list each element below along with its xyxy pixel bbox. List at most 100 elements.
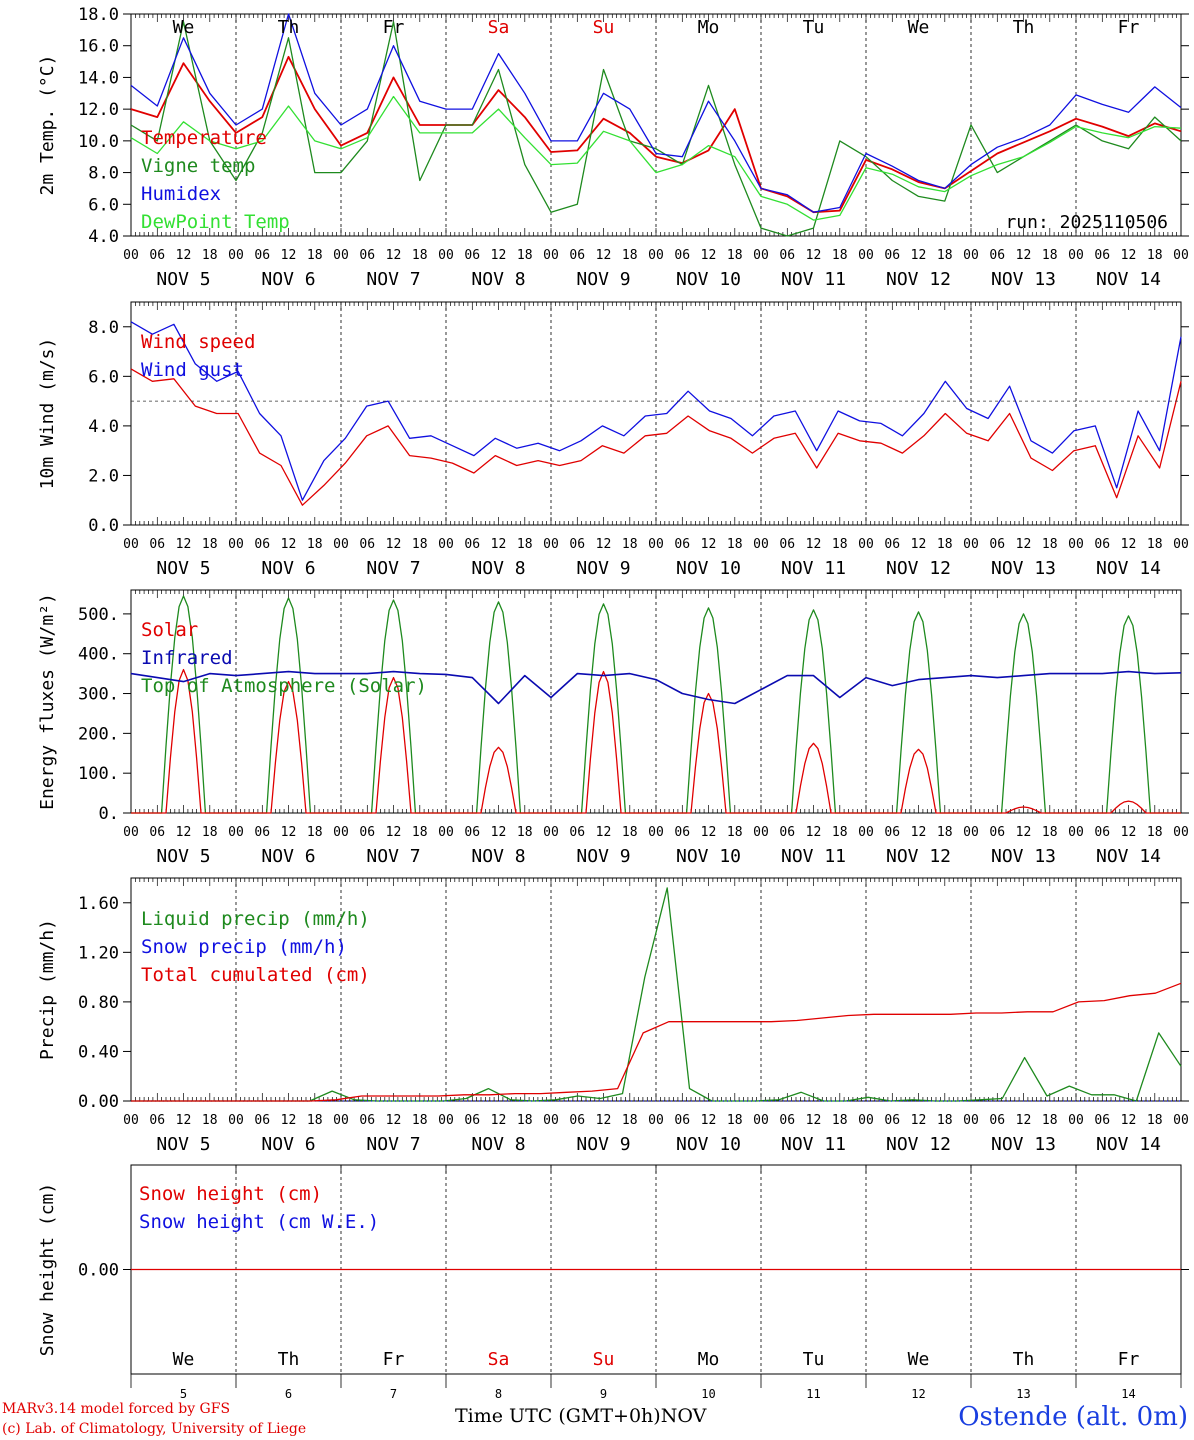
temperature-hour-label: 06: [674, 248, 690, 263]
energy-hour-label: 00: [753, 825, 769, 840]
weekday-label: Fr: [1118, 1349, 1140, 1370]
temperature-y-tick-label: 8.0: [88, 164, 119, 184]
temperature-hour-label: 00: [438, 248, 454, 263]
temperature-hour-label: 18: [622, 248, 638, 263]
wind-gust-series: [130, 321, 1182, 501]
energy-hour-label: 18: [307, 825, 323, 840]
temperature-hour-label: 18: [937, 248, 953, 263]
snow-legend-entry: Snow height (cm): [139, 1183, 322, 1205]
temperature-hour-label: 12: [176, 248, 192, 263]
wind-hour-label: 00: [753, 537, 769, 552]
energy-hour-label: 12: [596, 825, 612, 840]
precip-hour-label: 12: [1016, 1113, 1032, 1128]
precip-hour-label: 00: [963, 1113, 979, 1128]
precip-date-label: NOV 13: [991, 1134, 1056, 1155]
precip-hour-label: 12: [911, 1113, 927, 1128]
wind-legend-entry: Wind speed: [141, 331, 255, 353]
weekday-label: Tu: [803, 1349, 825, 1370]
precip-hour-label: 18: [307, 1113, 323, 1128]
temperature-hour-label: 06: [779, 248, 795, 263]
wind-hour-label: 00: [1068, 537, 1084, 552]
temperature-hour-label: 12: [806, 248, 822, 263]
wind-speed-series: [130, 368, 1182, 506]
energy-date-label: NOV 7: [366, 846, 420, 867]
temperature-hour-label: 06: [569, 248, 585, 263]
energy-hour-label: 00: [333, 825, 349, 840]
temperature-legend-entry: Humidex: [141, 183, 221, 205]
temperature-y-axis-label: 2m Temp. (°C): [37, 55, 58, 196]
energy-hour-label: 18: [1147, 825, 1163, 840]
temperature-hour-label: 00: [963, 248, 979, 263]
precip-hour-label: 18: [202, 1113, 218, 1128]
energy-hour-label: 00: [963, 825, 979, 840]
temperature-hour-label: 18: [517, 248, 533, 263]
precip-hour-label: 18: [1042, 1113, 1058, 1128]
energy-hour-label: 06: [254, 825, 270, 840]
wind-date-label: NOV 7: [366, 558, 420, 579]
total-cumulated-cm-series: [131, 982, 1182, 1102]
precip-date-label: NOV 12: [886, 1134, 951, 1155]
weekday-label: Mo: [698, 17, 720, 38]
date-number-label: 11: [806, 1387, 820, 1401]
energy-date-label: NOV 5: [156, 846, 210, 867]
wind-hour-label: 06: [1094, 537, 1110, 552]
energy-hour-label: 00: [858, 825, 874, 840]
precip-hour-label: 12: [1121, 1113, 1137, 1128]
infrared-series: [130, 670, 1182, 705]
wind-hour-label: 18: [412, 537, 428, 552]
wind-hour-label: 00: [648, 537, 664, 552]
wind-hour-label: 06: [464, 537, 480, 552]
temperature-hour-label: 12: [701, 248, 717, 263]
weekday-label: Th: [278, 1349, 300, 1370]
temperature-y-tick-label: 6.0: [88, 195, 119, 215]
temperature-hour-label: 00: [858, 248, 874, 263]
temperature-hour-label: 00: [1173, 248, 1189, 263]
wind-hour-label: 12: [911, 537, 927, 552]
energy-hour-label: 06: [359, 825, 375, 840]
wind-y-tick-label: 2.0: [88, 466, 119, 486]
precip-date-label: NOV 9: [576, 1134, 630, 1155]
temperature-hour-label: 06: [1094, 248, 1110, 263]
wind-hour-label: 12: [176, 537, 192, 552]
dewpoint-temp-series: [130, 95, 1182, 221]
temperature-legend-entry: Temperature: [141, 127, 267, 149]
weekday-label: Sa: [488, 17, 510, 38]
date-number-label: 5: [180, 1387, 187, 1401]
energy-hour-label: 12: [1121, 825, 1137, 840]
temperature-date-label: NOV 9: [576, 269, 630, 290]
weekday-label: Th: [1013, 17, 1035, 38]
precip-hour-label: 12: [701, 1113, 717, 1128]
temperature-y-tick-label: 18.0: [78, 5, 119, 25]
wind-hour-label: 00: [543, 537, 559, 552]
temperature-hour-label: 18: [832, 248, 848, 263]
temperature-hour-label: 00: [648, 248, 664, 263]
temperature-hour-label: 18: [1042, 248, 1058, 263]
energy-hour-label: 12: [176, 825, 192, 840]
wind-hour-label: 18: [1042, 537, 1058, 552]
precip-y-tick-label: 1.60: [78, 894, 119, 914]
date-number-label: 14: [1121, 1387, 1135, 1401]
temperature-date-label: NOV 14: [1096, 269, 1161, 290]
weekday-label: Sa: [488, 1349, 510, 1370]
temperature-hour-label: 06: [359, 248, 375, 263]
temperature-date-label: NOV 6: [261, 269, 315, 290]
weekday-label: Fr: [383, 17, 405, 38]
wind-hour-label: 06: [254, 537, 270, 552]
energy-date-label: NOV 9: [576, 846, 630, 867]
wind-hour-label: 06: [569, 537, 585, 552]
temperature-hour-label: 12: [1121, 248, 1137, 263]
energy-hour-label: 06: [779, 825, 795, 840]
energy-date-label: NOV 11: [781, 846, 846, 867]
weekday-label: We: [908, 1349, 930, 1370]
weekday-label: Su: [593, 1349, 615, 1370]
precip-hour-label: 18: [1147, 1113, 1163, 1128]
precip-hour-label: 06: [674, 1113, 690, 1128]
wind-legend-entry: Wind gust: [141, 359, 244, 381]
wind-date-label: NOV 10: [676, 558, 741, 579]
x-axis-label: Time UTC (GMT+0h)NOV: [455, 1405, 707, 1427]
wind-date-label: NOV 8: [471, 558, 525, 579]
wind-hour-label: 12: [1016, 537, 1032, 552]
temperature-series: [130, 55, 1182, 214]
date-number-label: 13: [1016, 1387, 1030, 1401]
